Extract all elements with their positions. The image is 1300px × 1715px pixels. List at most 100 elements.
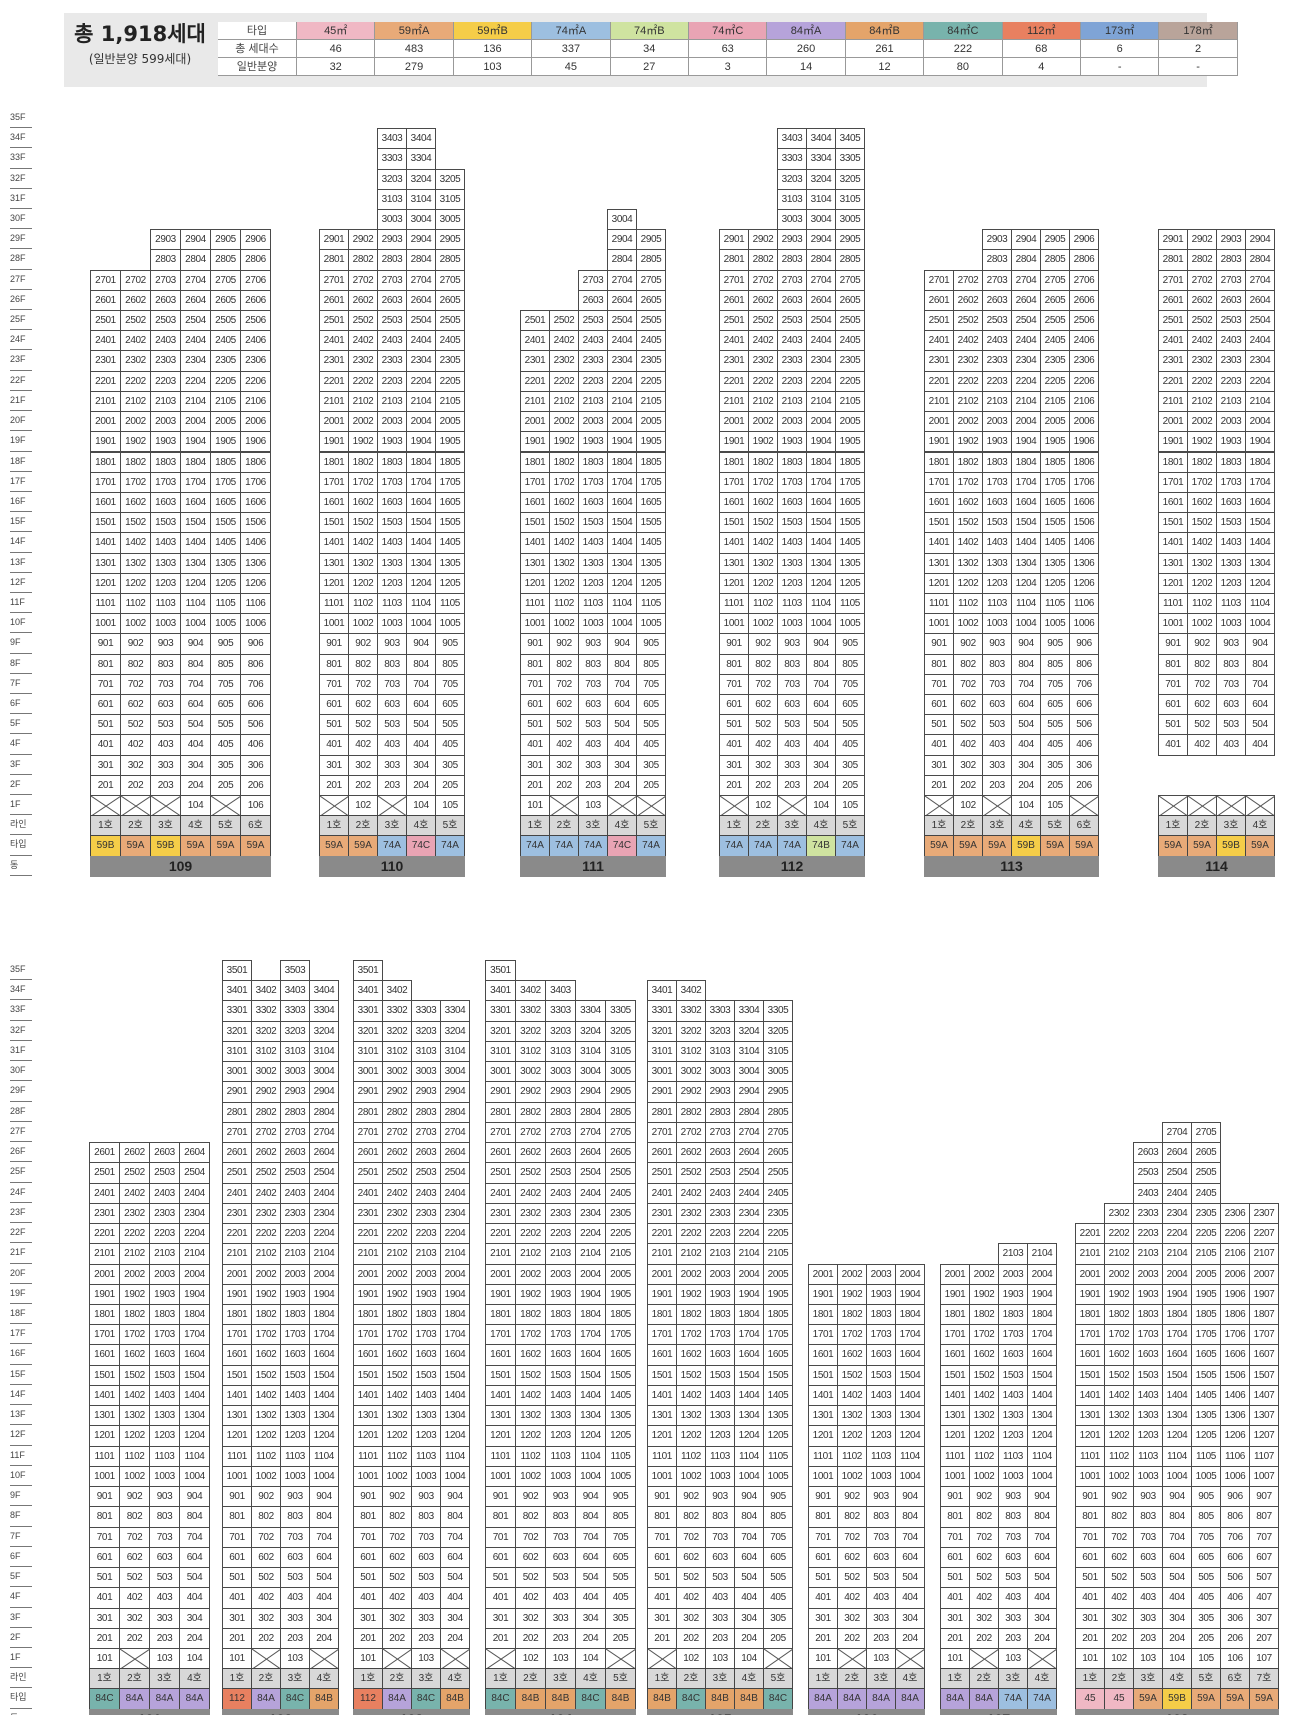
unit-cell: 1501 (319, 512, 349, 534)
type-label-cell: 74A (719, 835, 749, 857)
unit-cell: 905 (636, 633, 666, 655)
unit-cell: 1503 (998, 1364, 1028, 1386)
unit-cell: 2005 (763, 1263, 793, 1285)
unit-cell: 2004 (179, 1263, 210, 1285)
unit-cell: 3203 (280, 1020, 310, 1042)
unit-cell: 1401 (924, 532, 954, 554)
empty-unit-cross (1187, 795, 1217, 817)
unit-cell: 2706 (1069, 269, 1099, 291)
unit-cell: 1004 (575, 1465, 606, 1488)
unit-cell: 405 (435, 734, 465, 756)
unit-cell: 702 (251, 1526, 281, 1548)
unit-cell: 304 (440, 1607, 470, 1629)
unit-cell: 501 (647, 1567, 677, 1589)
unit-cell: 503 (1216, 714, 1246, 736)
unit-cell: 603 (411, 1546, 441, 1569)
empty-unit-cross (607, 795, 637, 817)
unit-cell: 1702 (837, 1324, 867, 1346)
summary-total-cell: 483 (375, 40, 454, 58)
unit-cell: 2005 (435, 411, 465, 433)
unit-cell: 203 (150, 774, 181, 796)
unit-cell: 2806 (240, 249, 271, 271)
unit-cell: 1302 (969, 1405, 999, 1427)
floor-tick (10, 1120, 32, 1122)
unit-cell: 2201 (520, 370, 550, 392)
unit-cell: 2203 (411, 1223, 441, 1245)
unit-cell: 204 (607, 774, 637, 796)
line-label-cell: 5호 (1040, 815, 1070, 837)
unit-cell: 202 (119, 1627, 150, 1649)
unit-cell: 1901 (222, 1283, 252, 1305)
summary-type-header: 74㎡B (610, 22, 689, 40)
unit-cell: 501 (222, 1567, 252, 1589)
unit-cell: 1503 (545, 1364, 576, 1386)
unit-cell: 1904 (575, 1283, 606, 1305)
unit-cell: 2802 (1187, 249, 1217, 271)
unit-cell: 1704 (180, 471, 211, 493)
unit-cell: 1607 (1249, 1344, 1279, 1366)
line-label-cell: 1호 (89, 1668, 120, 1690)
line-label-cell: 1호 (485, 1668, 516, 1690)
unit-cell: 1504 (806, 512, 836, 534)
unit-cell: 204 (440, 1627, 470, 1649)
unit-cell: 2801 (485, 1101, 516, 1123)
unit-cell: 2203 (149, 1223, 180, 1245)
unit-cell: 2703 (1216, 269, 1246, 291)
unit-cell: 1302 (748, 552, 778, 574)
unit-cell: 404 (309, 1587, 339, 1609)
unit-cell: 2902 (676, 1081, 706, 1103)
unit-cell: 2504 (440, 1162, 470, 1184)
unit-cell: 3001 (647, 1061, 677, 1083)
unit-cell: 1401 (940, 1384, 970, 1407)
unit-cell: 2601 (353, 1142, 383, 1164)
type-label-cell: 84B (705, 1688, 735, 1710)
unit-cell: 102 (748, 795, 778, 817)
unit-cell: 1703 (149, 1324, 180, 1346)
unit-cell: 1701 (89, 1324, 120, 1346)
unit-cell: 1105 (1191, 1445, 1221, 1467)
line-label-cell: 3호 (777, 815, 807, 837)
unit-cell: 2004 (1027, 1263, 1057, 1285)
unit-cell: 304 (406, 754, 436, 776)
unit-cell: 304 (180, 754, 211, 776)
unit-cell: 504 (406, 714, 436, 736)
unit-cell: 2101 (319, 390, 349, 413)
unit-cell: 402 (120, 734, 151, 756)
unit-cell: 1502 (515, 1364, 546, 1386)
floor-tick (10, 248, 32, 250)
unit-cell: 2401 (924, 330, 954, 352)
unit-cell: 1301 (924, 552, 954, 574)
unit-cell: 2202 (1187, 370, 1217, 392)
unit-cell: 706 (1220, 1526, 1250, 1548)
unit-cell: 205 (605, 1627, 636, 1649)
unit-cell: 1801 (647, 1304, 677, 1326)
unit-cell: 1105 (763, 1445, 793, 1467)
floor-tick (10, 1444, 32, 1446)
line-label-cell: 3호 (150, 815, 181, 837)
summary-total-cell: 6 (1081, 40, 1160, 58)
unit-cell: 2805 (763, 1101, 793, 1123)
unit-cell: 605 (605, 1546, 636, 1569)
unit-cell: 1901 (1075, 1283, 1105, 1305)
floor-tick (10, 692, 32, 694)
unit-cell: 1601 (1158, 491, 1188, 514)
unit-cell: 1705 (636, 471, 666, 493)
unit-cell: 1201 (520, 572, 550, 594)
type-label-cell: 84A (895, 1688, 925, 1710)
unit-cell: 502 (515, 1567, 546, 1589)
floor-tick (10, 147, 32, 149)
unit-cell: 1103 (866, 1445, 896, 1467)
unit-cell: 602 (1187, 693, 1217, 716)
unit-cell: 1003 (982, 613, 1012, 635)
line-label-cell: 4호 (1245, 815, 1275, 837)
unit-cell: 2702 (676, 1121, 706, 1144)
unit-cell: 302 (515, 1607, 546, 1629)
unit-cell: 1701 (1075, 1324, 1105, 1346)
unit-cell: 404 (1245, 734, 1275, 756)
unit-cell: 802 (515, 1506, 546, 1528)
unit-cell: 2505 (763, 1162, 793, 1184)
unit-cell: 303 (150, 754, 181, 776)
type-label-cell: 74A (578, 835, 608, 857)
unit-cell: 2105 (763, 1243, 793, 1265)
unit-cell: 2804 (180, 249, 211, 271)
